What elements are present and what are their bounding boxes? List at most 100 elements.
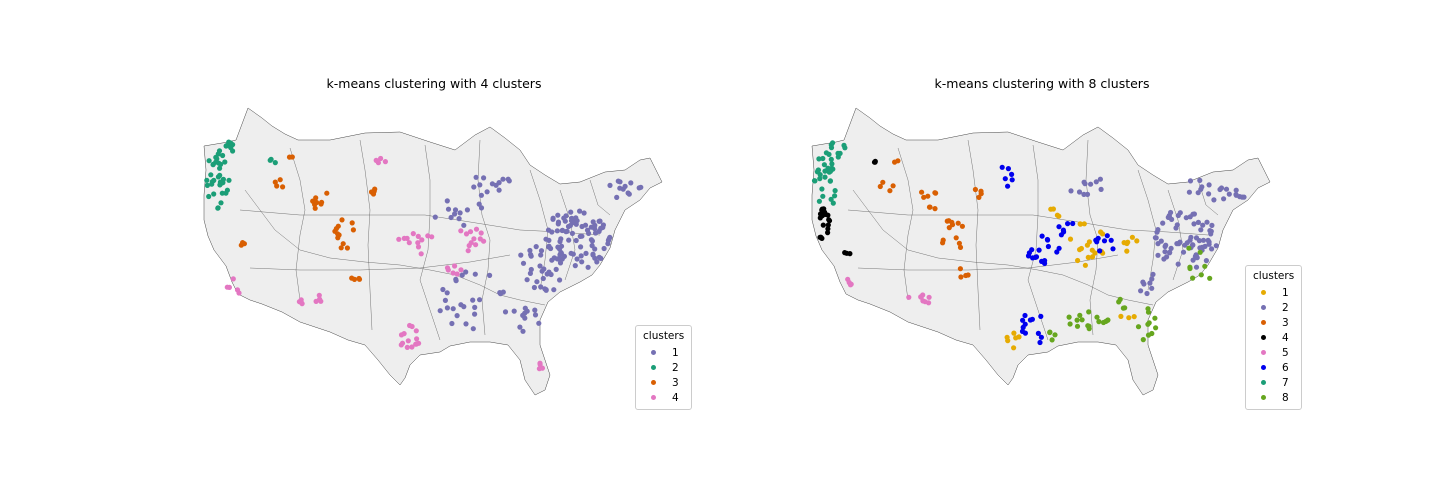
station-point	[1195, 219, 1201, 225]
station-point	[502, 309, 509, 315]
station-point	[478, 230, 484, 236]
legend-title: clusters	[643, 330, 685, 342]
station-point	[478, 205, 485, 211]
station-point	[1144, 290, 1150, 297]
station-point	[215, 174, 221, 180]
station-point	[429, 234, 435, 240]
station-point	[1135, 324, 1142, 330]
station-point	[1187, 178, 1194, 184]
station-point	[1160, 220, 1166, 226]
station-point	[1206, 241, 1212, 247]
station-point	[557, 277, 563, 283]
panel-title: k-means clustering with 4 clusters	[326, 76, 542, 91]
station-point	[577, 233, 583, 239]
station-point	[956, 240, 962, 246]
station-point	[578, 253, 584, 259]
station-point	[536, 320, 542, 326]
station-point	[211, 191, 217, 197]
station-point	[505, 176, 511, 182]
station-point	[1140, 337, 1146, 343]
station-point	[215, 205, 221, 211]
station-point	[404, 235, 410, 241]
station-point	[459, 272, 465, 278]
station-point	[425, 233, 431, 239]
station-point	[570, 251, 576, 257]
station-point	[527, 247, 533, 254]
station-point	[224, 143, 230, 149]
legend-8-clusters: clusters 1 2 3 4 5 6 7 8	[1245, 265, 1303, 410]
station-point	[926, 300, 932, 306]
station-point	[574, 256, 580, 262]
station-point	[871, 159, 878, 165]
legend-label: 3	[672, 376, 679, 389]
station-point	[316, 292, 322, 298]
station-point	[1190, 242, 1196, 248]
station-point	[1197, 177, 1203, 183]
station-point	[1044, 236, 1050, 243]
legend-label: 7	[1282, 376, 1289, 389]
station-point	[574, 218, 580, 224]
station-point	[1124, 248, 1130, 254]
legend-label: 8	[1282, 391, 1289, 404]
station-point	[226, 177, 232, 183]
station-point	[1035, 330, 1041, 336]
station-point	[538, 252, 544, 258]
station-point	[828, 196, 834, 202]
station-point	[280, 184, 286, 190]
station-point	[351, 276, 358, 282]
station-point	[1009, 171, 1015, 177]
station-point	[562, 218, 568, 224]
station-point	[1056, 245, 1062, 251]
station-point	[829, 161, 835, 167]
station-point	[219, 190, 225, 196]
station-point	[218, 200, 224, 206]
station-point	[472, 311, 478, 317]
station-point	[511, 308, 517, 314]
station-point	[1191, 211, 1197, 217]
station-point	[1056, 224, 1062, 230]
station-point	[1082, 181, 1088, 187]
station-point	[1131, 314, 1137, 320]
station-point	[476, 201, 482, 207]
station-point	[540, 275, 546, 282]
us-outline	[203, 107, 663, 396]
station-point	[463, 231, 470, 237]
station-point	[826, 217, 832, 223]
station-point	[458, 267, 464, 273]
station-point	[1176, 241, 1182, 247]
station-point	[1145, 321, 1151, 327]
station-point	[1066, 314, 1072, 320]
station-point	[940, 240, 946, 246]
station-point	[210, 162, 216, 168]
station-point	[1025, 253, 1032, 259]
station-point	[825, 222, 831, 228]
station-point	[1206, 191, 1212, 197]
station-point	[1187, 264, 1193, 270]
station-point	[1202, 263, 1208, 269]
station-point	[493, 182, 499, 188]
station-point	[313, 298, 319, 304]
legend-marker	[651, 395, 656, 400]
station-point	[825, 226, 831, 232]
station-point	[972, 186, 978, 193]
legend-title: clusters	[1253, 270, 1295, 282]
station-point	[1027, 317, 1033, 323]
legend-marker	[1261, 320, 1266, 325]
station-point	[470, 297, 476, 303]
station-point	[440, 286, 446, 293]
station-point	[1223, 186, 1230, 192]
legend-marker	[1261, 290, 1266, 295]
station-point	[314, 199, 320, 206]
station-point	[1039, 258, 1045, 264]
station-point	[832, 188, 838, 194]
station-point	[299, 301, 305, 307]
station-point	[1226, 191, 1232, 197]
legend-entry: 2	[1253, 300, 1294, 315]
station-point	[614, 194, 620, 200]
station-point	[564, 228, 570, 234]
station-point	[464, 207, 470, 213]
station-point	[887, 188, 893, 194]
station-point	[473, 174, 479, 180]
station-point	[1068, 188, 1074, 194]
station-point	[578, 244, 584, 250]
